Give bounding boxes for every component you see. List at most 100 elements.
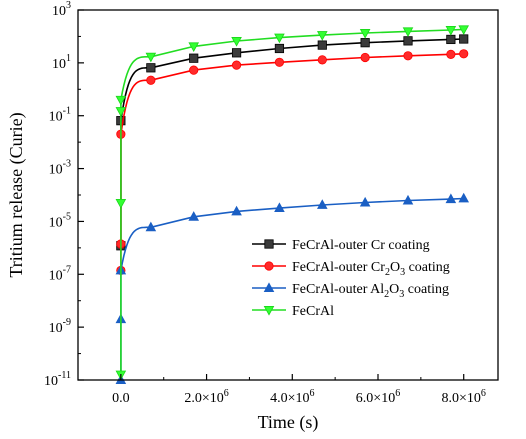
legend-subscript: 3 (400, 267, 405, 278)
legend-text: O (390, 260, 400, 275)
y-tick-exponent: -7 (63, 264, 71, 275)
y-tick-exponent: 1 (66, 53, 71, 64)
x-tick-mantissa: 2.0×10 (184, 391, 223, 406)
data-point-triangle-down (402, 27, 414, 38)
plot-marks (115, 25, 470, 384)
x-tick-mantissa: 0.0 (112, 391, 130, 406)
data-point-triangle-down (445, 26, 457, 36)
data-point-square (231, 48, 242, 58)
data-point-circle (146, 75, 156, 85)
y-tick-label: 10-11 (44, 370, 71, 389)
x-axis-label: Time (s) (258, 412, 319, 433)
series-line (120, 53, 464, 271)
data-point-triangle-down (115, 95, 127, 106)
data-point-triangle-down (359, 29, 371, 39)
legend-subscript: 2 (384, 289, 389, 300)
data-point-triangle-up (263, 282, 275, 292)
data-point-circle (231, 60, 242, 70)
data-point-square (189, 53, 199, 63)
data-point-triangle-up (458, 192, 470, 203)
y-tick-base: 10 (49, 321, 63, 336)
data-point-circle (264, 261, 274, 271)
data-point-square (264, 239, 274, 249)
x-tick-label: 2.0×106 (184, 388, 228, 406)
x-tick-label: 0.0 (112, 391, 130, 406)
legend-label: FeCrAl-outer Cr coating (292, 238, 430, 253)
data-point-triangle-up (274, 202, 285, 213)
y-tick-base: 10 (52, 4, 66, 19)
data-point-circle (403, 51, 413, 61)
data-point-triangle-down (316, 31, 328, 41)
series-2 (115, 192, 470, 384)
data-point-circle (446, 49, 456, 59)
data-point-triangle-up (359, 196, 371, 207)
data-point-triangle-up (402, 194, 414, 205)
legend-text: O (389, 282, 399, 297)
legend-subscript: 2 (385, 267, 390, 278)
series-3 (115, 25, 470, 381)
y-tick-label: 10-1 (49, 106, 71, 125)
y-axis-label: Tritium release (Curie) (6, 112, 27, 277)
data-point-circle (459, 49, 469, 59)
legend-text: FeCrAl (292, 304, 334, 319)
data-point-circle (274, 57, 285, 67)
data-point-triangle-down (458, 25, 470, 36)
y-tick-label: 101 (52, 53, 71, 72)
legend-label: FeCrAl-outer Al2O3 coating (292, 282, 449, 300)
data-point-triangle-down (263, 306, 275, 316)
data-point-square (360, 38, 370, 48)
y-tick-label: 10-3 (49, 159, 71, 178)
data-point-triangle-down (188, 42, 200, 53)
y-tick-exponent: -3 (63, 159, 71, 170)
x-tick-exponent: 6 (395, 388, 400, 399)
y-tick-exponent: -11 (58, 370, 71, 381)
legend-text: coating (404, 282, 449, 297)
x-tick-mantissa: 4.0×10 (270, 391, 309, 406)
legend-text: coating (405, 260, 450, 275)
data-point-triangle-down (145, 52, 157, 63)
x-tick-mantissa: 6.0×10 (356, 391, 395, 406)
y-tick-label: 10-7 (49, 264, 71, 283)
y-tick-base: 10 (49, 163, 63, 178)
y-tick-exponent: -5 (63, 211, 71, 222)
y-tick-base: 10 (52, 57, 66, 72)
data-point-triangle-down (231, 37, 242, 47)
series-line (120, 28, 464, 375)
y-tick-exponent: 3 (66, 0, 71, 11)
data-point-square (403, 36, 413, 46)
y-tick-label: 103 (52, 0, 71, 19)
data-point-triangle-up (445, 193, 457, 204)
data-point-triangle-up (188, 211, 200, 221)
data-point-triangle-up (145, 221, 157, 232)
y-tick-base: 10 (44, 374, 58, 389)
legend-item: FeCrAl-outer Al2O3 coating (252, 282, 449, 300)
series-line (120, 38, 464, 246)
y-tick-exponent: -9 (63, 317, 71, 328)
data-point-circle (317, 55, 327, 65)
legend-text: FeCrAl-outer Cr (292, 260, 385, 275)
x-tick-mantissa: 8.0×10 (442, 391, 481, 406)
data-point-square (459, 34, 469, 44)
x-tick-label: 8.0×106 (442, 388, 486, 406)
y-tick-base: 10 (49, 215, 63, 230)
data-point-triangle-up (316, 199, 328, 209)
legend-text: FeCrAl-outer Cr coating (292, 238, 430, 253)
legend-label: FeCrAl (292, 304, 334, 319)
legend-label: FeCrAl-outer Cr2O3 coating (292, 260, 450, 278)
x-tick-exponent: 6 (481, 388, 486, 399)
y-tick-base: 10 (49, 110, 63, 125)
y-tick-label: 10-9 (49, 317, 71, 336)
data-point-triangle-down (274, 33, 285, 44)
x-tick-exponent: 6 (309, 388, 314, 399)
legend-subscript: 3 (399, 289, 404, 300)
data-point-square (317, 40, 327, 50)
x-tick-label: 4.0×106 (270, 388, 314, 406)
y-tick-label: 10-5 (49, 211, 71, 230)
data-point-triangle-down (115, 198, 127, 209)
x-tick-label: 6.0×106 (356, 388, 400, 406)
legend-text: FeCrAl-outer Al (292, 282, 384, 297)
data-point-square (274, 43, 285, 54)
